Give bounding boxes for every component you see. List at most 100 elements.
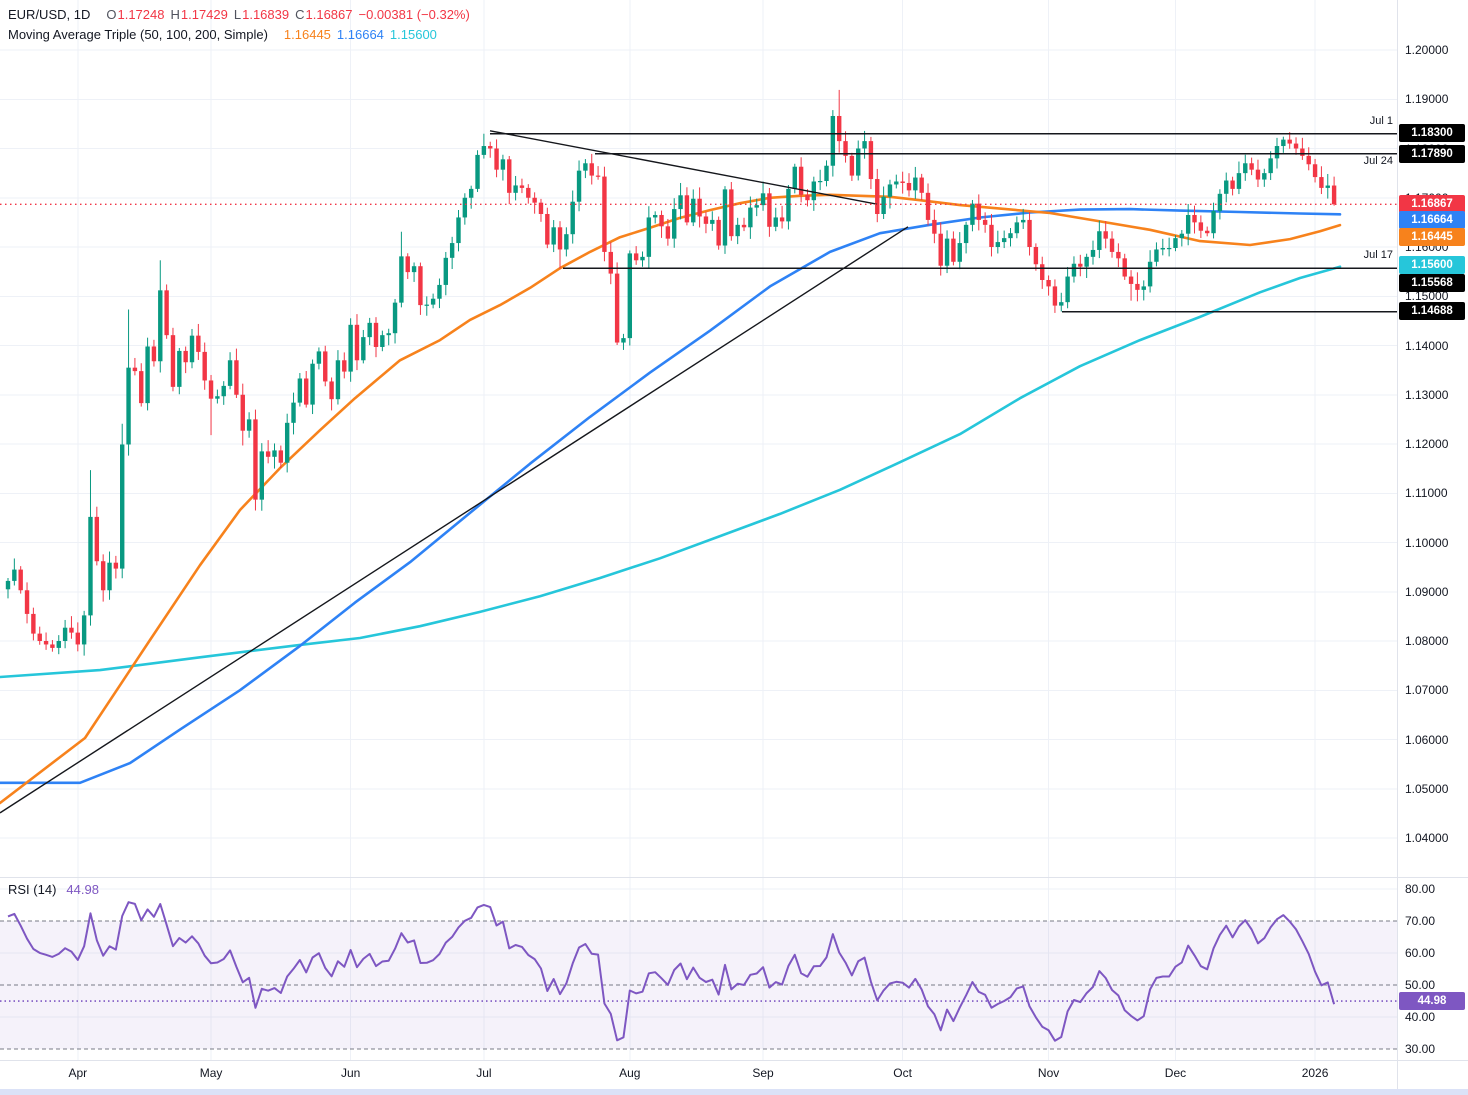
- ma-indicator-title[interactable]: Moving Average Triple (50, 100, 200, Sim…: [8, 27, 268, 42]
- candle-up: [430, 298, 436, 305]
- time-axis-label[interactable]: Jul: [476, 1066, 492, 1080]
- candle-up: [963, 224, 969, 244]
- candle-down: [1128, 276, 1134, 284]
- ohlc-key: L: [233, 7, 242, 22]
- price-axis-separator: [1397, 0, 1398, 1095]
- candle-up: [411, 266, 417, 273]
- ohlc-key: O: [106, 7, 117, 22]
- rsi-tick-label: 30.00: [1405, 1042, 1436, 1056]
- candle-down: [208, 380, 214, 399]
- time-axis-label[interactable]: Sep: [752, 1066, 774, 1080]
- price-badge: 1.14688: [1399, 302, 1465, 320]
- candle-up: [583, 163, 588, 171]
- time-axis-label[interactable]: Aug: [619, 1066, 641, 1080]
- candle-down: [1040, 264, 1045, 280]
- candle-up: [970, 203, 975, 225]
- candle-down: [614, 273, 620, 343]
- candle-down: [50, 644, 55, 648]
- symbol-legend[interactable]: EUR/USD, 1D O1.17248 H1.17429 L1.16839 C1.16…: [8, 7, 470, 22]
- rsi-indicator-legend[interactable]: RSI (14) 44.98: [8, 882, 99, 897]
- candle-down: [982, 219, 988, 225]
- candle-up: [316, 351, 322, 364]
- candle-up: [1173, 238, 1178, 248]
- candle-up: [456, 217, 461, 244]
- rsi-current-value: 44.98: [66, 882, 99, 897]
- ohlc-value: 1.17248: [117, 7, 165, 22]
- price-tick-label: 1.05000: [1405, 781, 1449, 796]
- candle-up: [957, 243, 962, 262]
- time-axis-label[interactable]: Apr: [68, 1066, 88, 1080]
- candle-up: [367, 322, 372, 338]
- candle-down: [767, 193, 772, 227]
- candle-down: [602, 176, 607, 252]
- pane-separator[interactable]: [0, 877, 1468, 878]
- candle-up: [944, 238, 950, 266]
- candle-down: [1205, 230, 1210, 234]
- time-axis-label[interactable]: 2026: [1301, 1066, 1329, 1080]
- candle-up: [272, 450, 277, 457]
- candle-up: [1274, 146, 1280, 159]
- level-label-jul-17[interactable]: Jul 17: [1363, 249, 1393, 262]
- candle-down: [1230, 180, 1235, 189]
- candle-down: [557, 227, 563, 250]
- candle-up: [710, 219, 715, 224]
- candle-down: [665, 226, 671, 239]
- time-axis-label[interactable]: Dec: [1164, 1066, 1187, 1080]
- candle-down: [868, 141, 874, 180]
- candle-up: [1021, 219, 1026, 223]
- candle-down: [507, 159, 512, 193]
- time-axis-label[interactable]: Jun: [340, 1066, 361, 1080]
- time-axis-label[interactable]: May: [199, 1066, 223, 1080]
- candle-down: [170, 335, 176, 387]
- candle-down: [164, 290, 169, 336]
- candle-down: [354, 324, 360, 361]
- time-axis-label[interactable]: Nov: [1037, 1066, 1060, 1080]
- candle-up: [348, 324, 353, 372]
- candle-down: [1300, 148, 1305, 156]
- price-tick-label: 1.08000: [1405, 634, 1449, 648]
- candle-down: [488, 146, 493, 149]
- candle-down: [1033, 247, 1039, 265]
- candle-up: [399, 256, 404, 303]
- ohlc-values: O1.17248 H1.17429 L1.16839 C1.16867 −0.00381…: [100, 7, 469, 22]
- ma-value: 1.15600: [389, 27, 437, 42]
- time-axis-separator: [0, 1060, 1468, 1061]
- candle-down: [532, 197, 537, 203]
- candle-down: [906, 182, 912, 191]
- candle-down: [703, 216, 709, 224]
- candle-down: [1027, 219, 1032, 247]
- candle-up: [817, 181, 823, 183]
- candle-up: [1059, 302, 1064, 306]
- level-label-jul-24[interactable]: Jul 24: [1363, 154, 1393, 167]
- candle-up: [1243, 163, 1248, 174]
- rsi-indicator-title[interactable]: RSI (14): [8, 882, 57, 897]
- candle-down: [1135, 283, 1140, 290]
- symbol-title[interactable]: EUR/USD, 1D: [8, 7, 91, 22]
- candle-up: [88, 516, 93, 616]
- time-axis-label[interactable]: Oct: [893, 1066, 912, 1080]
- candle-up: [449, 243, 455, 258]
- ohlc-value: 1.16867: [305, 7, 353, 22]
- candle-down: [900, 181, 905, 183]
- candle-up: [881, 196, 886, 215]
- candle-up: [1325, 185, 1330, 188]
- price-badge: 1.18300: [1399, 124, 1465, 142]
- candle-down: [304, 378, 309, 405]
- candle-up: [1211, 211, 1216, 234]
- ma-indicator-legend[interactable]: Moving Average Triple (50, 100, 200, Sim…: [8, 27, 437, 42]
- candle-down: [1255, 169, 1261, 180]
- ma-value: 1.16664: [336, 27, 384, 42]
- ma-line: [0, 265, 1342, 679]
- candle-down: [94, 516, 100, 562]
- candle-up: [1141, 286, 1146, 290]
- candle-down: [919, 177, 924, 193]
- candle-down: [1312, 164, 1318, 178]
- candle-down: [37, 633, 42, 641]
- level-label-jul-1[interactable]: Jul 1: [1369, 114, 1393, 127]
- candle-down: [1052, 286, 1058, 306]
- price-badge: 1.16867: [1399, 195, 1465, 213]
- candle-up: [1090, 249, 1096, 257]
- candle-up: [1262, 173, 1267, 180]
